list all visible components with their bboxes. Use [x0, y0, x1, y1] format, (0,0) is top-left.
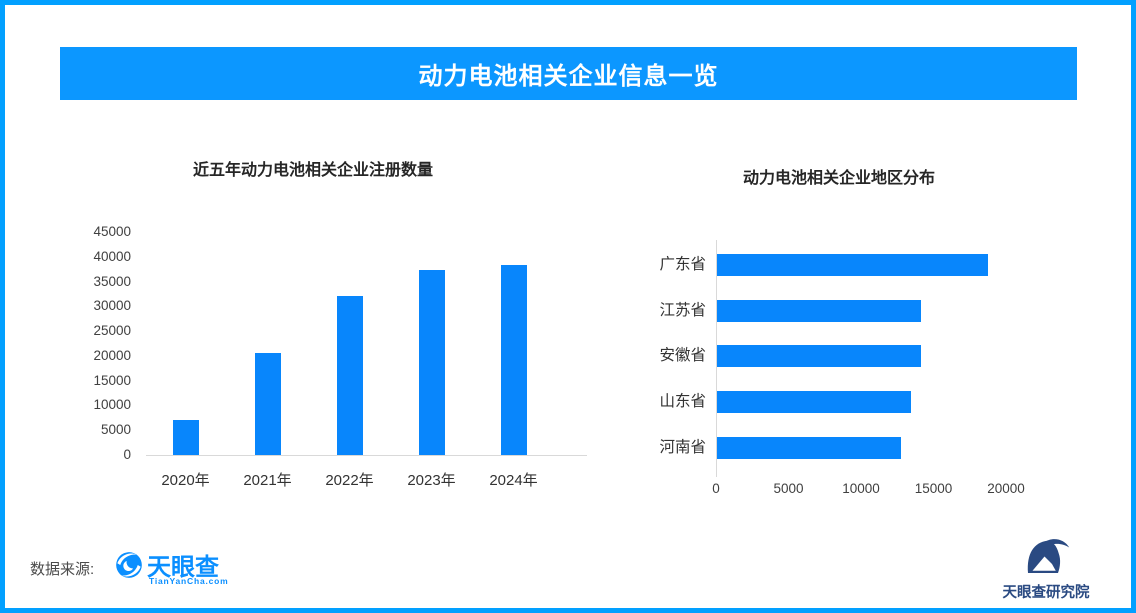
tianyancha-logo-icon: [115, 551, 143, 579]
vbar-2024年: [500, 264, 527, 455]
y-tick-label: 20000: [93, 347, 131, 363]
vbar-2022年: [336, 296, 363, 455]
left-chart-title: 近五年动力电池相关企业注册数量: [192, 162, 433, 179]
hbar-安徽省: [717, 345, 922, 368]
y-tick-label: 25000: [93, 323, 131, 339]
y-tick-label: 15000: [93, 372, 131, 388]
x-category-label: 2023年: [407, 472, 456, 489]
x-tick-label: 5000: [773, 481, 804, 496]
tianyancha-brand-text: 天眼查: [147, 554, 219, 581]
data-source-label: 数据来源:: [30, 561, 95, 578]
y-category-label: 江苏省: [659, 301, 706, 319]
y-tick-label: 0: [123, 447, 131, 462]
y-tick-label: 10000: [93, 397, 131, 413]
x-tick-label: 15000: [914, 481, 953, 496]
vbar-2021年: [254, 352, 281, 455]
y-category-label: 广东省: [659, 256, 706, 273]
vbar-2020年: [172, 419, 199, 455]
left-chart-plot-area: 0 5000 10000 15000 20000 25000 30000 35000 40000…: [0, 0, 640, 520]
vbar-2023年: [418, 269, 445, 455]
title-banner: 动力电池相关企业信息一览: [60, 47, 1077, 100]
hbar-河南省: [717, 436, 902, 459]
x-category-label: 2022年: [325, 472, 374, 489]
hbar-山东省: [717, 391, 912, 414]
x-category-label: 2021年: [243, 472, 292, 489]
right-chart-title: 动力电池相关企业地区分布: [742, 170, 935, 187]
y-tick-label: 45000: [93, 224, 131, 239]
y-category-label: 河南省: [659, 438, 706, 456]
y-tick-label: 30000: [93, 298, 131, 314]
right-chart-plot-area: 广东省江苏省安徽省山东省河南省 0 5000 10000 15000 20000: [659, 240, 1025, 496]
x-tick-label: 0: [712, 481, 720, 496]
x-category-label: 2020年: [161, 472, 210, 489]
tianyancha-url-text: TianYanCha.com: [149, 576, 229, 586]
y-tick-label: 40000: [93, 248, 131, 264]
page-title: 动力电池相关企业信息一览: [418, 63, 719, 90]
research-institute-name: 天眼查研究院: [1002, 585, 1090, 601]
y-tick-label: 5000: [100, 422, 131, 438]
x-tick-label: 20000: [987, 481, 1025, 496]
hbar-江苏省: [717, 299, 922, 322]
y-axis-line: [716, 240, 717, 477]
y-category-label: 安徽省: [659, 347, 706, 365]
x-category-label: 2024年: [489, 472, 538, 489]
hbar-广东省: [717, 254, 989, 276]
registration-bar-chart: 近五年动力电池相关企业注册数量 0 5000 10000 15000 20000 2500…: [0, 0, 640, 520]
region-distribution-chart: 动力电池相关企业地区分布 广东省江苏省安徽省山东省河南省 0 5000 10000 15…: [600, 0, 1136, 520]
y-category-label: 山东省: [659, 393, 706, 411]
x-axis-line: [146, 455, 587, 456]
x-tick-label: 10000: [842, 481, 880, 496]
research-institute-logo-icon: [1022, 537, 1070, 579]
y-tick-label: 35000: [93, 273, 131, 289]
